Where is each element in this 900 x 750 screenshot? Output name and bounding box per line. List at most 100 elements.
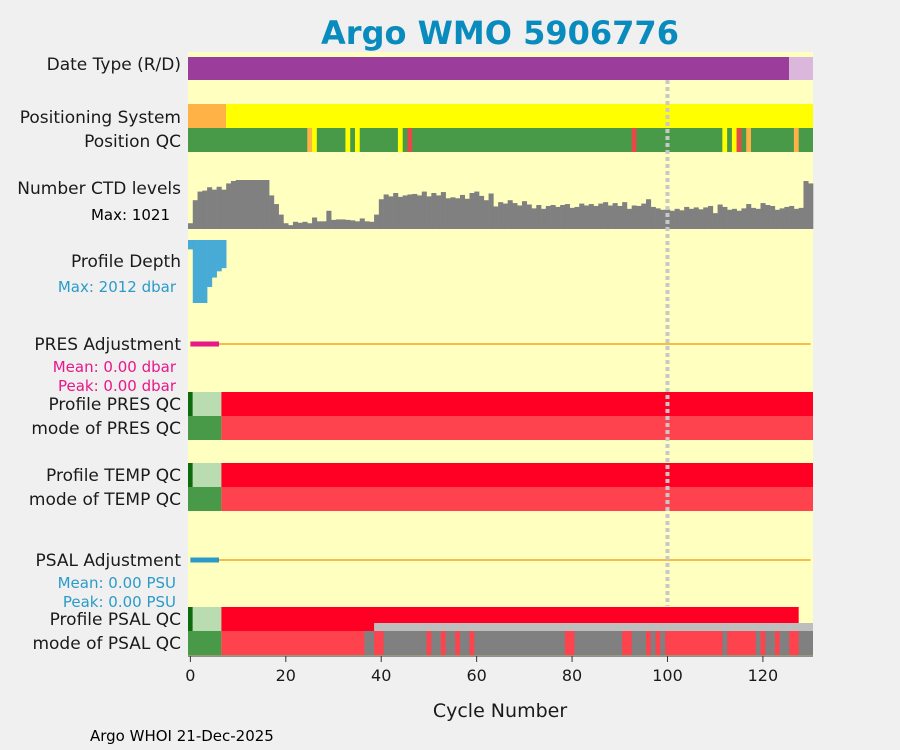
- ctd-levels-bar: [459, 194, 466, 229]
- ctd-levels-bar: [211, 189, 217, 229]
- ctd-levels-bar: [421, 191, 427, 229]
- ctd-levels-bar: [488, 193, 494, 229]
- mode-psal-qc-segment-0: [188, 631, 222, 655]
- ctd-levels-bar: [564, 204, 570, 229]
- mode-psal-qc-segment-9: [622, 631, 632, 655]
- ctd-levels-bar: [440, 192, 446, 229]
- ctd-levels-bar: [412, 193, 418, 229]
- x-tick-label: 80: [562, 666, 582, 685]
- ctd-levels-bar: [736, 210, 742, 229]
- ctd-levels-bar: [431, 193, 437, 229]
- mode-psal-qc-segment-14: [731, 631, 756, 655]
- position-qc-flag-0: [307, 128, 313, 152]
- position-qc-flag-11: [793, 128, 799, 152]
- ctd-levels-bar: [793, 208, 799, 229]
- label-date-type: Date Type (R/D): [47, 55, 181, 75]
- ctd-levels-bar: [760, 203, 766, 229]
- ctd-levels-bar: [583, 205, 590, 229]
- ctd-levels-bar: [779, 208, 785, 229]
- ctd-levels-bar: [722, 206, 728, 229]
- ctd-levels-bar: [393, 193, 399, 229]
- psal-peak-label: Peak: 0.00 PSU: [63, 593, 176, 611]
- ctd-levels-bar: [698, 209, 704, 229]
- ctd-levels-bar: [264, 180, 270, 229]
- ctd-levels-bar: [388, 196, 394, 229]
- ctd-levels-bar: [340, 219, 346, 229]
- ctd-levels-bar: [727, 209, 733, 229]
- mode-psal-qc-segment-5: [440, 631, 446, 655]
- positioning-system-segment-1: [226, 104, 813, 128]
- profile-pres-qc-segment-2: [221, 392, 813, 416]
- date-type-segment-0: [188, 57, 790, 80]
- ctd-levels-bar: [283, 223, 289, 229]
- ctd-levels-bar: [502, 203, 508, 229]
- ctd-levels-bar: [789, 205, 795, 229]
- ctd-levels-bar: [579, 203, 585, 229]
- ctd-levels-bar: [798, 207, 804, 229]
- x-tick-label: 20: [276, 666, 296, 685]
- ctd-levels-bar: [607, 205, 613, 229]
- ctd-levels-bar: [569, 207, 575, 229]
- ctd-levels-bar: [188, 223, 194, 229]
- ctd-levels-bar: [226, 183, 232, 229]
- profile-pres-qc-segment-1: [192, 392, 222, 416]
- position-qc-flag-2: [345, 128, 351, 152]
- ctd-levels-bar: [703, 207, 709, 229]
- x-tick-label: 120: [748, 666, 779, 685]
- ctd-levels-bar: [774, 209, 780, 229]
- x-axis: 0 20 40 60 80 100 120: [185, 655, 813, 685]
- psal-mean-label: Mean: 0.00 PSU: [58, 574, 176, 592]
- mode-psal-qc-segment-13: [727, 631, 732, 655]
- profile-psal-qc-segment-1: [192, 607, 222, 631]
- positioning-system-segment-0: [188, 104, 227, 128]
- ctd-levels-bar: [321, 221, 327, 229]
- ctd-levels-bar: [770, 205, 776, 229]
- ctd-levels-bar: [574, 206, 580, 229]
- ctd-levels-bar: [755, 208, 761, 229]
- ctd-levels-bar: [593, 205, 599, 229]
- ctd-levels-bar: [316, 221, 322, 229]
- ctd-levels-bar: [650, 206, 656, 229]
- ctd-levels-bar: [622, 202, 628, 229]
- profile-pres-qc-segment-0: [188, 392, 193, 416]
- ctd-levels-bar: [307, 223, 313, 229]
- ctd-levels-bar: [712, 213, 718, 229]
- ctd-levels-bar: [455, 198, 461, 229]
- ctd-levels-bar: [655, 208, 661, 229]
- position-qc-flag-5: [407, 128, 413, 152]
- ctd-levels-bar: [445, 198, 451, 229]
- ctd-levels-bar: [646, 199, 652, 229]
- ctd-levels-bar: [636, 205, 642, 229]
- ctd-levels-bar: [383, 194, 389, 229]
- ctd-levels-bar: [665, 209, 671, 229]
- ctd-levels-bar: [250, 180, 256, 229]
- ctd-levels-bar: [326, 210, 332, 229]
- ctd-levels-bar: [526, 204, 532, 229]
- profile-temp-qc-segment-1: [192, 463, 222, 487]
- position-qc-flag-9: [736, 128, 742, 152]
- ctd-levels-bar: [402, 195, 408, 229]
- profile-depth-bar: [188, 240, 194, 250]
- label-position-qc: Position QC: [84, 132, 181, 152]
- ctd-levels-bar: [731, 208, 737, 229]
- ctd-levels-bar: [259, 180, 265, 229]
- ctd-levels-bar: [450, 197, 456, 229]
- x-tick-label: 60: [466, 666, 486, 685]
- profile-psal-qc-segment-3: [374, 623, 813, 631]
- mode-psal-qc-segment-12: [665, 631, 723, 655]
- profile-temp-qc-segment-0: [188, 463, 193, 487]
- label-mode-temp-qc: mode of TEMP QC: [29, 490, 181, 510]
- ctd-levels-bar: [417, 195, 423, 229]
- label-profile-temp-qc: Profile TEMP QC: [46, 466, 181, 486]
- ctd-levels-bar: [230, 181, 237, 229]
- ctd-levels-bar: [536, 205, 542, 229]
- ctd-levels-bar: [436, 195, 442, 229]
- ctd-levels-bar: [345, 219, 351, 229]
- ctd-levels-bar: [312, 217, 318, 229]
- ctd-levels-bar: [278, 214, 284, 229]
- label-profile-pres-qc: Profile PRES QC: [48, 395, 181, 415]
- ctd-levels-bar: [660, 209, 666, 229]
- label-ctd-levels: Number CTD levels: [17, 179, 181, 199]
- ctd-levels-bar: [746, 204, 752, 229]
- mode-psal-qc-segment-11: [655, 631, 661, 655]
